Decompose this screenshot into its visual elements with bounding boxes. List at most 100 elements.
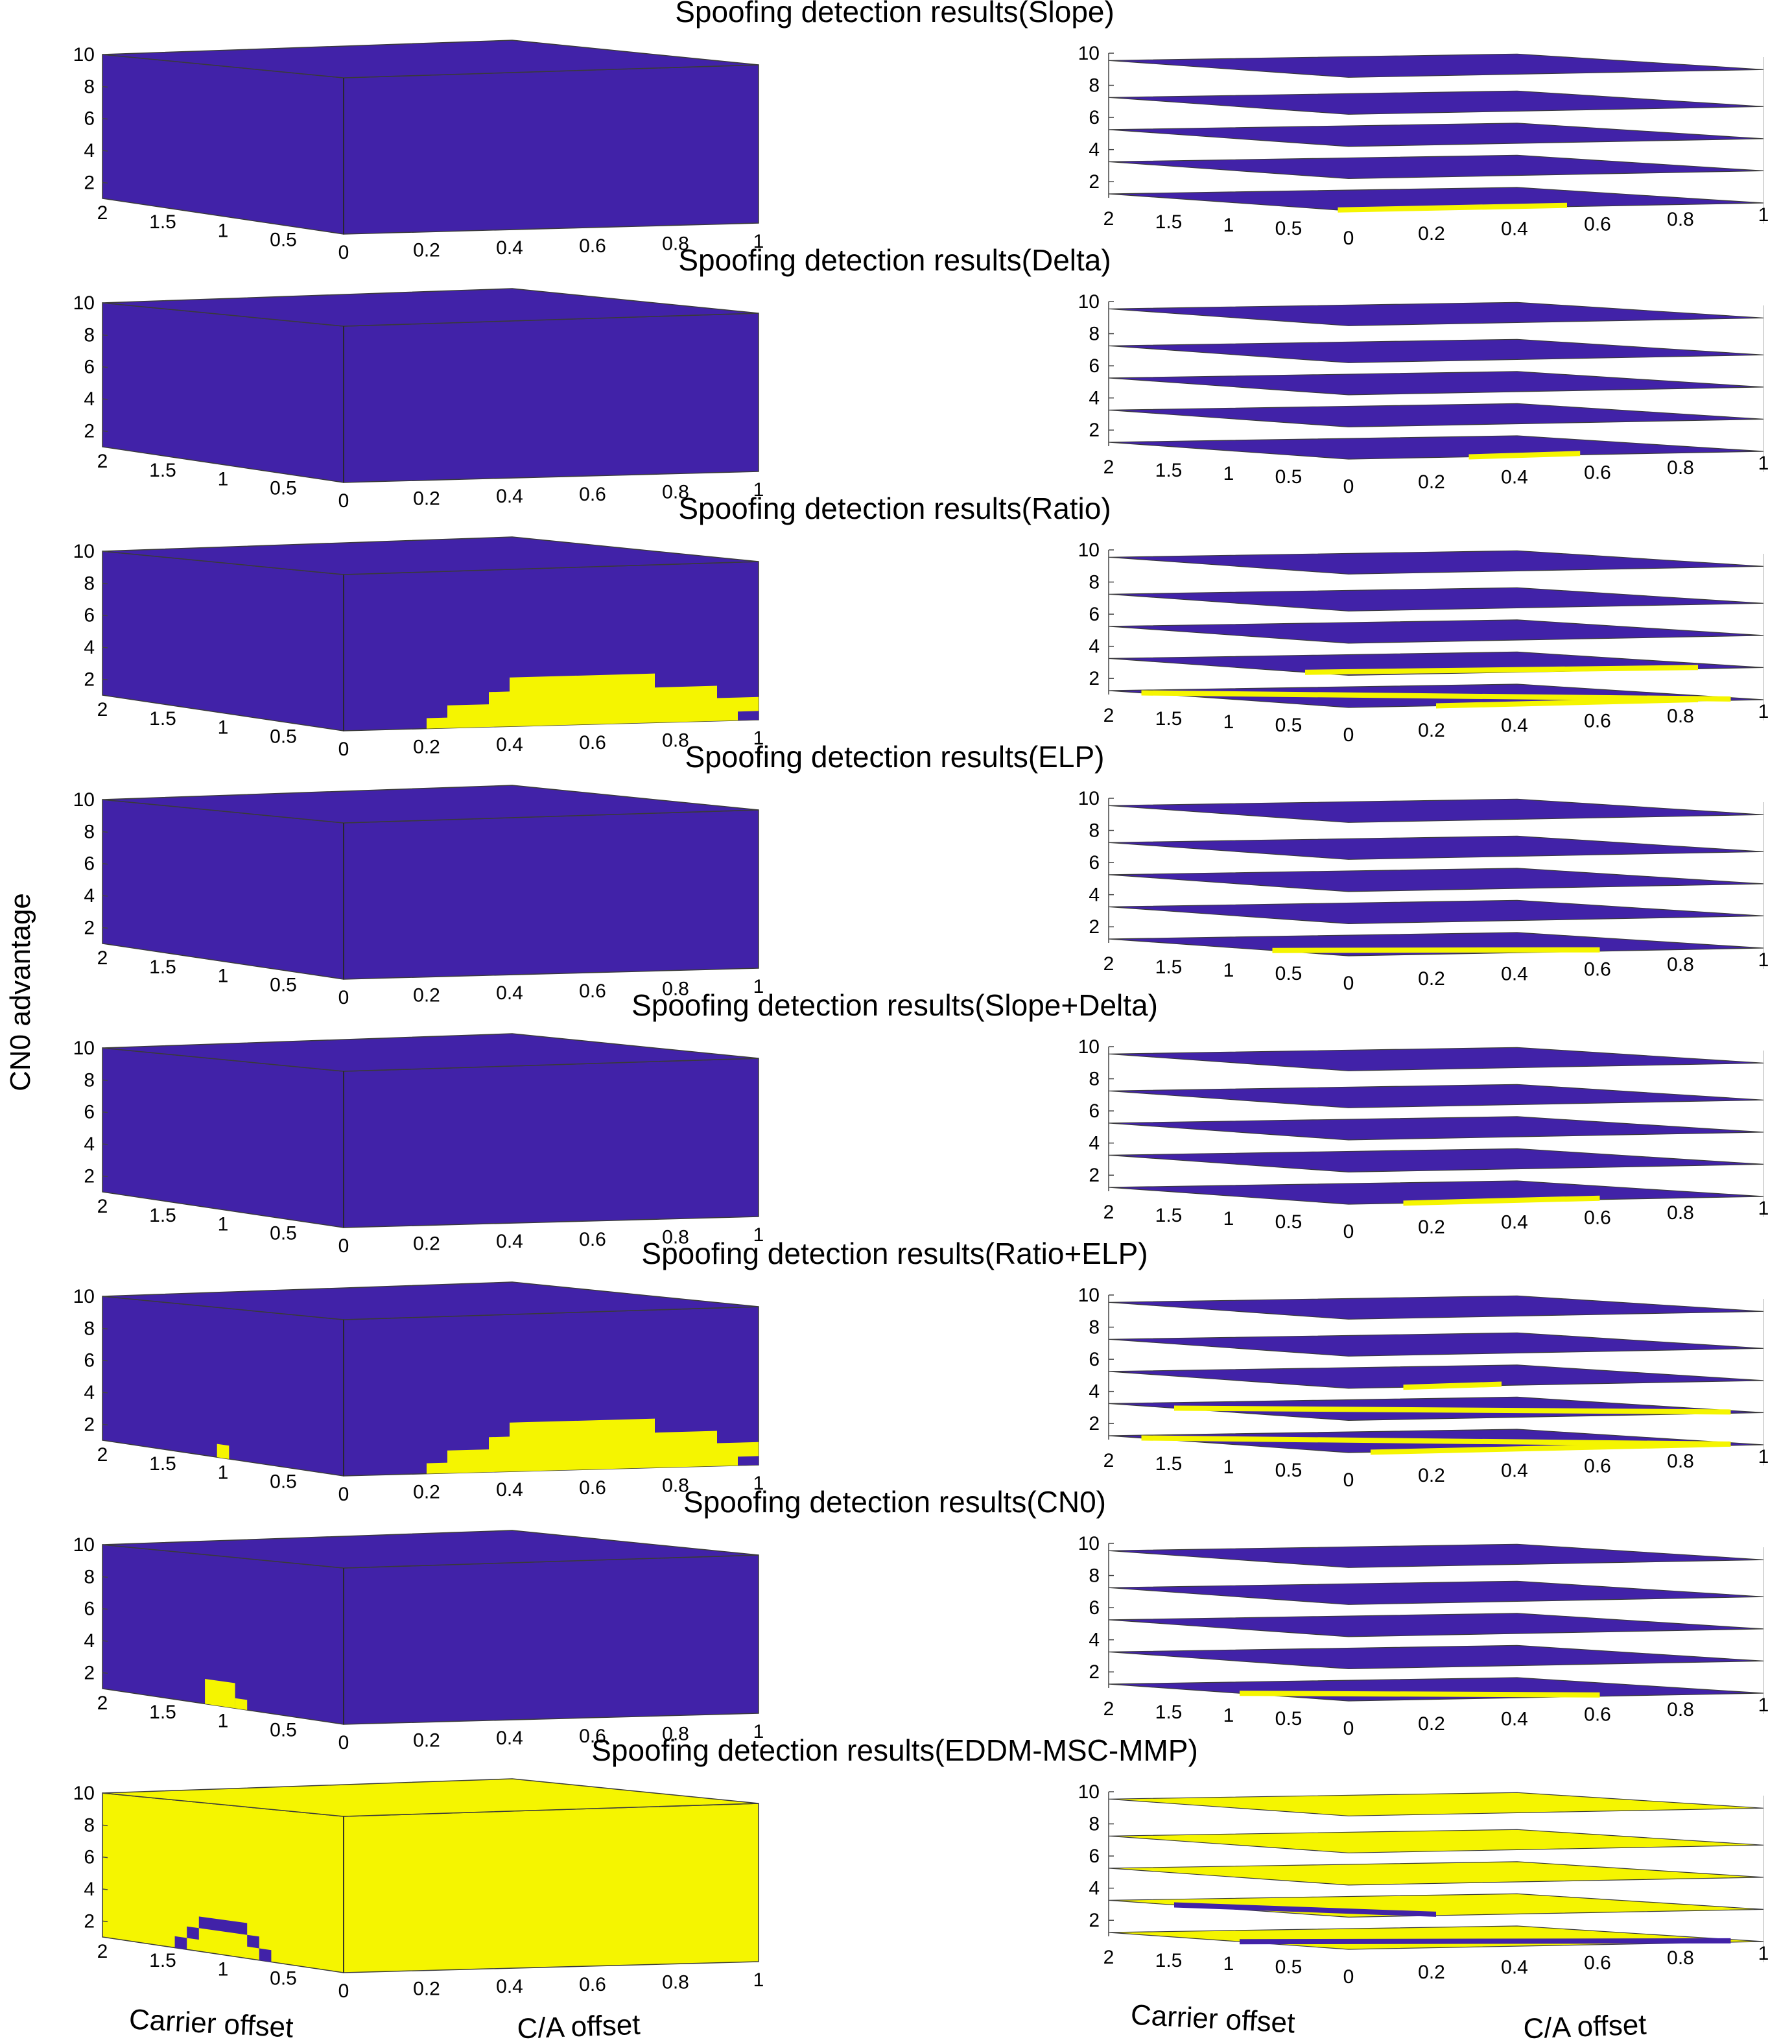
z-tick-label: 2 <box>1089 1910 1100 1931</box>
z-tick-label: 10 <box>73 1783 95 1804</box>
chart-title: Spoofing detection results(CN0) <box>683 1485 1106 1519</box>
z-tick <box>102 1423 108 1426</box>
ca-tick-label: 0.4 <box>1501 715 1528 737</box>
detected-region <box>427 717 447 729</box>
z-tick <box>102 150 108 152</box>
carrier-tick-label: 1 <box>1223 215 1234 236</box>
z-tick-label: 4 <box>1089 1133 1100 1154</box>
ca-tick-label: 0.6 <box>579 980 606 1002</box>
z-tick-label: 2 <box>1089 420 1100 441</box>
ca-tick-label: 0.6 <box>579 484 606 505</box>
z-tick-label: 6 <box>1089 1597 1100 1619</box>
chart-title: Spoofing detection results(Slope) <box>675 0 1114 29</box>
z-tick-label: 6 <box>84 357 95 378</box>
chart-title: Spoofing detection results(Ratio+ELP) <box>641 1237 1148 1270</box>
layer-4 <box>1108 53 1764 78</box>
carrier-tick-label: 1.5 <box>149 1453 176 1475</box>
ca-tick-label: 1 <box>1758 1694 1769 1716</box>
z-tick-label: 10 <box>1078 1285 1100 1306</box>
ca-tick-label: 0.8 <box>662 978 689 999</box>
layer-patch <box>1338 202 1567 213</box>
carrier-tick-label: 1 <box>1223 1208 1234 1230</box>
ca-tick-label: 0.2 <box>413 240 440 261</box>
side-face <box>102 302 344 483</box>
ca-tick-label: 0.2 <box>1418 1713 1445 1735</box>
ca-tick-label: 0.6 <box>579 732 606 754</box>
ca-tick-label: 0.8 <box>662 1226 689 1248</box>
z-tick <box>102 1296 108 1298</box>
z-tick-label: 8 <box>84 821 95 842</box>
z-tick <box>102 1111 108 1113</box>
layer-patch <box>1240 1938 1731 1945</box>
detected-region <box>447 1449 489 1473</box>
layer-2 <box>1108 1861 1764 1886</box>
carrier-tick-label: 1 <box>218 469 229 490</box>
layer-2 <box>1108 619 1764 644</box>
side-region <box>217 1444 230 1459</box>
layer-0 <box>1108 1677 1764 1702</box>
ca-tick-label: 0.2 <box>1418 1217 1445 1238</box>
carrier-tick-label: 1.5 <box>149 708 176 730</box>
z-tick-label: 6 <box>1089 1100 1100 1122</box>
carrier-tick-label: 0.5 <box>270 1967 297 1989</box>
panel-0: Spoofing detection results(Slope)2468102… <box>73 0 1769 263</box>
ca-tick-label: 0.2 <box>1418 223 1445 244</box>
carrier-tick-label: 1.5 <box>149 1950 176 1971</box>
carrier-tick-label: 2 <box>97 1196 108 1217</box>
carrier-tick-label: 0.5 <box>270 1719 297 1741</box>
ca-tick-label: 0 <box>1343 476 1354 497</box>
z-tick-label: 6 <box>84 108 95 130</box>
z-tick-label: 6 <box>1089 355 1100 377</box>
ca-tick-label: 1 <box>1758 453 1769 474</box>
carrier-tick-label: 1.5 <box>1155 1702 1183 1723</box>
ca-tick-label: 0.6 <box>1584 1704 1611 1725</box>
detected-region <box>655 685 717 723</box>
z-tick-label: 2 <box>84 1414 95 1435</box>
carrier-tick-label: 1 <box>218 966 229 987</box>
carrier-tick-label: 2 <box>97 699 108 720</box>
layer-3 <box>1108 1084 1764 1108</box>
side-region <box>205 1679 235 1709</box>
layer-1 <box>1108 154 1764 180</box>
z-tick-label: 8 <box>1089 1069 1100 1090</box>
ca-tick-label: 0 <box>338 987 349 1008</box>
z-tick-label: 4 <box>84 1630 95 1652</box>
layer-3 <box>1108 90 1764 115</box>
z-tick-label: 2 <box>84 1910 95 1932</box>
carrier-tick-label: 1.5 <box>1155 1950 1183 1971</box>
side-region <box>259 1948 272 1962</box>
z-tick-label: 6 <box>84 1598 95 1620</box>
front-face <box>343 64 759 235</box>
z-tick-label: 8 <box>84 1069 95 1091</box>
z-tick <box>102 86 108 88</box>
z-tick-label: 2 <box>1089 668 1100 689</box>
ca-tick-label: 0 <box>1343 1221 1354 1242</box>
z-tick-label: 4 <box>1089 885 1100 906</box>
ca-tick-label: 0 <box>1343 1966 1354 1988</box>
z-tick <box>102 614 108 617</box>
carrier-tick-label: 0.5 <box>1275 1708 1303 1729</box>
z-tick <box>102 1143 108 1145</box>
z-tick-label: 10 <box>73 292 95 314</box>
side-region <box>187 1926 199 1940</box>
ca-tick-label: 1 <box>753 1969 764 1991</box>
ca-tick-label: 0.6 <box>579 1974 606 1995</box>
carrier-tick-label: 0.5 <box>1275 218 1303 239</box>
z-tick-label: 4 <box>84 1134 95 1155</box>
detected-region <box>427 1462 447 1474</box>
z-tick-label: 2 <box>1089 1165 1100 1186</box>
side-region <box>174 1936 187 1950</box>
ca-tick-label: 0.8 <box>1667 706 1694 727</box>
layer-4 <box>1108 1047 1764 1071</box>
ca-tick-label: 0.6 <box>1584 1207 1611 1228</box>
carrier-tick-label: 1.5 <box>1155 957 1183 978</box>
z-tick-label: 10 <box>1078 1781 1100 1803</box>
ca-tick-label: 0.4 <box>1501 1709 1528 1730</box>
x-axis-label-ca-right: C/A offset <box>1523 2009 1647 2044</box>
ca-tick-label: 0.4 <box>1501 219 1528 240</box>
carrier-tick-label: 1.5 <box>149 957 176 978</box>
layer-patch <box>1468 451 1581 460</box>
z-tick-label: 4 <box>84 140 95 161</box>
ca-tick-label: 1 <box>753 728 764 749</box>
ca-tick-label: 0.6 <box>1584 1952 1611 1973</box>
